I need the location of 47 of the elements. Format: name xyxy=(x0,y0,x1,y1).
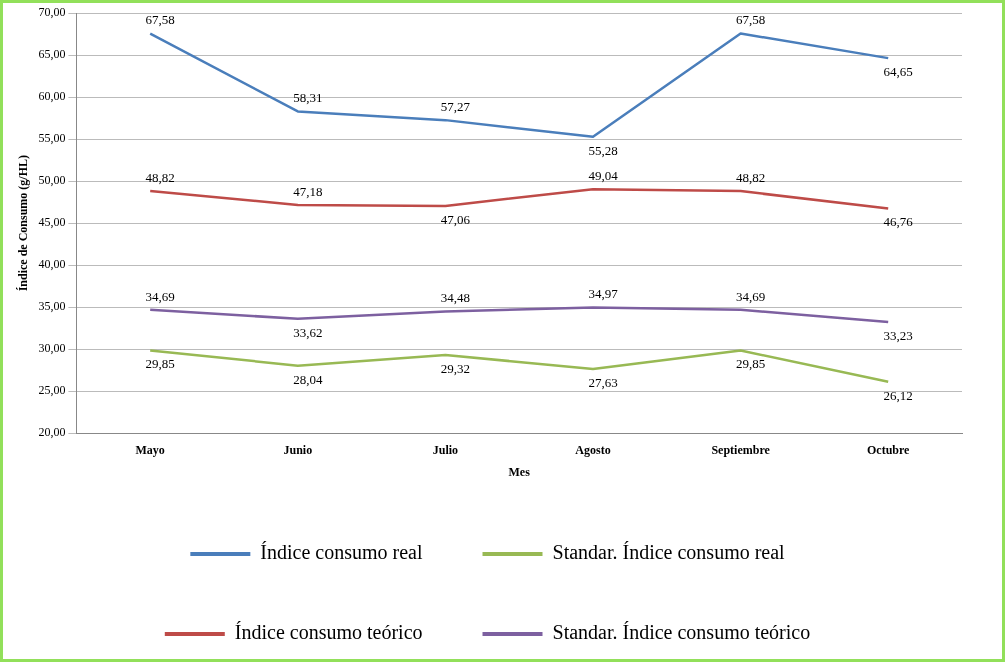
y-tick-label: 40,00 xyxy=(38,257,66,272)
x-axis-title: Mes xyxy=(508,464,531,479)
data-label: 47,18 xyxy=(293,183,323,199)
data-label: 58,31 xyxy=(293,90,323,106)
y-tick-label: 35,00 xyxy=(38,299,66,314)
y-tick-label: 25,00 xyxy=(38,383,66,398)
y-tick-label: 45,00 xyxy=(38,215,66,230)
data-label: 67,58 xyxy=(735,12,766,28)
legend-label: Standar. Índice consumo teórico xyxy=(552,621,811,644)
data-label: 57,27 xyxy=(440,99,471,115)
data-label: 33,23 xyxy=(883,327,913,343)
data-label: 29,85 xyxy=(145,356,175,372)
data-label: 48,82 xyxy=(735,170,766,186)
x-tick-label: Julio xyxy=(432,443,459,458)
data-label: 29,85 xyxy=(735,356,766,372)
data-label: 28,04 xyxy=(293,371,323,387)
data-label: 46,76 xyxy=(883,214,914,230)
data-label: 34,69 xyxy=(735,288,766,304)
data-label: 55,28 xyxy=(588,142,618,158)
data-label: 34,97 xyxy=(588,286,619,302)
legend-label: Standar. Índice consumo real xyxy=(552,541,786,564)
x-tick-label: Agosto xyxy=(575,443,611,458)
y-tick-label: 70,00 xyxy=(38,5,66,20)
x-tick-label: Junio xyxy=(283,443,313,458)
legend-label: Índice consumo teórico xyxy=(234,621,423,644)
data-label: 29,32 xyxy=(440,360,471,376)
data-label: 34,48 xyxy=(440,290,471,306)
x-tick-label: Mayo xyxy=(135,443,165,458)
data-label: 64,65 xyxy=(883,64,913,80)
y-tick-label: 55,00 xyxy=(38,131,66,146)
data-label: 34,69 xyxy=(145,288,175,304)
y-tick-label: 60,00 xyxy=(38,89,66,104)
legend-label: Índice consumo real xyxy=(260,541,423,564)
data-label: 47,06 xyxy=(440,211,471,227)
x-tick-label: Septiembre xyxy=(711,443,771,458)
data-label: 67,58 xyxy=(145,12,175,28)
y-tick-label: 20,00 xyxy=(38,425,66,440)
y-tick-label: 65,00 xyxy=(38,47,66,62)
y-axis-title: Índice de Consumo (g/HL) xyxy=(16,155,31,292)
x-tick-label: Octubre xyxy=(866,443,911,458)
y-tick-label: 30,00 xyxy=(38,341,66,356)
data-label: 33,62 xyxy=(293,324,323,340)
data-label: 48,82 xyxy=(145,170,175,186)
y-tick-label: 50,00 xyxy=(38,173,66,188)
data-label: 49,04 xyxy=(588,168,619,184)
data-label: 27,63 xyxy=(588,375,618,391)
data-label: 26,12 xyxy=(883,387,913,403)
